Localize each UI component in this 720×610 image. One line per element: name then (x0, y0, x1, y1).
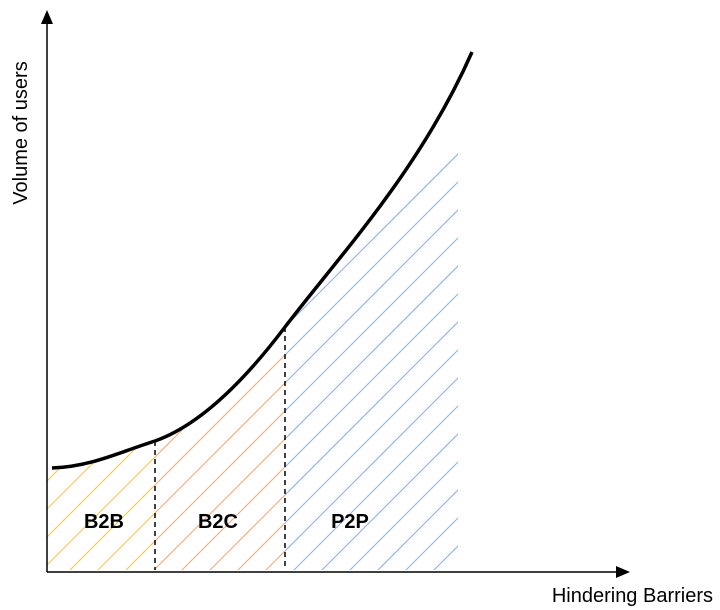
b2b-hatch-line (47, 441, 155, 570)
p2p-hatch-line (285, 130, 389, 570)
b2c-hatch-line (235, 327, 285, 570)
p2p-hatch-line (285, 130, 458, 570)
p2p-hatch-line (285, 130, 458, 570)
b2c-hatch-line (155, 327, 285, 570)
b2c-hatch-line (155, 327, 285, 570)
p2p-hatch-line (488, 0, 720, 600)
b2b-hatch-line (47, 441, 155, 570)
b2b-hatch-line (292, 0, 720, 600)
p2p-hatch-line (347, 130, 458, 570)
user-volume-curve (51, 51, 474, 470)
p2p-hatch-line (0, 0, 220, 600)
b2b-hatch-line (47, 441, 155, 570)
b2c-hatch-line (155, 327, 285, 570)
b2b-hatch-line (460, 0, 720, 600)
p2p-hatch-line (285, 130, 445, 570)
b2b-hatch-line (376, 0, 720, 600)
p2p-hatch-line (0, 0, 248, 600)
b2b-hatch-line (47, 441, 155, 570)
b2b-hatch-line (47, 441, 155, 570)
b2c-hatch-line (348, 0, 720, 600)
b2c-hatch-line (432, 0, 720, 600)
b2c-hatch-line (460, 0, 720, 600)
p2p-hatch-line (460, 0, 720, 600)
b2b-hatch-line (47, 441, 155, 570)
p2p-hatch-line (285, 130, 458, 570)
b2c-hatch-line (263, 327, 285, 570)
b2b-hatch-line (320, 0, 720, 600)
p2p-hatch-line (285, 130, 458, 570)
b2b-hatch-line (47, 441, 155, 570)
p2p-hatch-line (285, 130, 458, 570)
b2c-hatch-line (155, 327, 285, 570)
b2c-hatch-line (320, 0, 720, 600)
y-axis-arrow-icon (41, 10, 53, 24)
p2p-hatch-line (285, 130, 458, 570)
b2c-hatch-line (155, 327, 249, 570)
p2p-hatch-line (285, 130, 458, 570)
p2p-hatch-line (285, 130, 305, 570)
p2p-hatch-line (285, 130, 458, 570)
p2p-hatch-line (285, 130, 458, 570)
b2b-hatch-line (47, 441, 155, 570)
b2b-hatch-line (47, 441, 155, 570)
y-axis-label: Volume of users (10, 61, 32, 204)
x-axis-label: Hindering Barriers (552, 585, 713, 607)
p2p-hatch-line (285, 130, 458, 570)
p2p-hatch-line (291, 130, 458, 570)
b2c-hatch-line (155, 327, 285, 570)
b2b-hatch-line (432, 0, 720, 600)
p2p-hatch-line (285, 130, 458, 570)
b2c-hatch-line (488, 0, 720, 600)
p2p-hatch-line (431, 130, 458, 570)
b2c-hatch-line (155, 327, 285, 570)
b2c-hatch-line (155, 327, 277, 570)
b2c-hatch-line (155, 327, 221, 570)
b2b-hatch-line (47, 441, 155, 570)
p2p-hatch-line (319, 130, 458, 570)
p2p-hatch-line (375, 130, 458, 570)
b2c-label: B2C (198, 511, 238, 533)
p2p-hatch-line (285, 130, 458, 570)
b2b-hatch-line (47, 441, 155, 570)
b2c-hatch-line (155, 327, 285, 570)
b2b-hatch-line (348, 0, 720, 600)
b2c-hatch-line (155, 327, 285, 570)
b2c-hatch-line (292, 0, 720, 600)
p2p-hatch-line (285, 130, 458, 570)
b2b-hatch-line (47, 441, 155, 570)
b2c-hatch-line (155, 327, 285, 570)
p2p-hatch-line (285, 130, 458, 570)
x-axis-arrow-icon (616, 566, 630, 578)
b2c-hatch-line (155, 327, 285, 570)
b2b-hatch-line (151, 441, 155, 570)
b2b-hatch-line (488, 0, 720, 600)
b2c-hatch-line (155, 327, 285, 570)
b2b-hatch-line (264, 0, 720, 600)
b2b-hatch-line (47, 441, 155, 570)
b2b-hatch-line (180, 0, 720, 600)
p2p-label: P2P (331, 511, 369, 533)
b2b-label: B2B (84, 511, 124, 533)
b2c-hatch-line (155, 327, 285, 570)
b2c-hatch-line (376, 0, 720, 600)
b2c-hatch-line (179, 327, 285, 570)
b2c-hatch-line (155, 327, 285, 570)
b2b-hatch-line (47, 441, 155, 570)
p2p-hatch-line (285, 130, 458, 570)
p2p-hatch-line (285, 130, 333, 570)
b2b-hatch-line (236, 0, 720, 600)
p2p-hatch-line (0, 0, 276, 600)
